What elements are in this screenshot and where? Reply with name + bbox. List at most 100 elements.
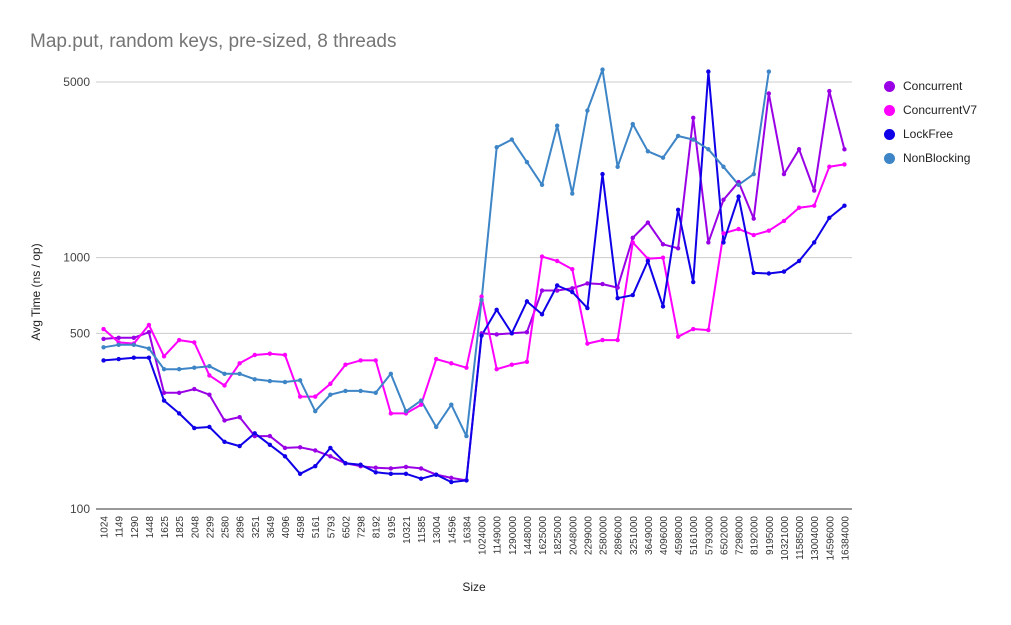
data-point-nonblocking xyxy=(645,149,651,154)
data-point-concurrentv7 xyxy=(509,362,514,367)
data-point-lockfree xyxy=(418,476,424,481)
data-point-concurrentv7 xyxy=(796,205,802,210)
x-tick-label: 2580 xyxy=(221,516,232,539)
data-point-lockfree xyxy=(600,171,605,177)
data-point-lockfree xyxy=(222,439,227,445)
data-point-nonblocking xyxy=(585,108,590,113)
data-point-lockfree xyxy=(464,478,469,483)
data-point-nonblocking xyxy=(176,366,182,372)
data-point-concurrentv7 xyxy=(660,255,666,260)
data-point-nonblocking xyxy=(479,297,484,302)
data-point-concurrentv7 xyxy=(449,361,454,366)
x-tick-label: 1149000 xyxy=(493,516,504,555)
data-point-concurrent xyxy=(237,414,242,420)
x-tick-label: 1290 xyxy=(130,516,141,539)
data-point-nonblocking xyxy=(706,147,711,152)
x-tick-label: 6502000 xyxy=(719,516,730,555)
data-point-concurrentv7 xyxy=(282,352,288,358)
data-point-lockfree xyxy=(403,471,409,477)
data-point-lockfree xyxy=(524,299,530,304)
x-tick-label: 2299000 xyxy=(583,516,594,555)
data-point-nonblocking xyxy=(116,342,121,348)
data-point-concurrent xyxy=(660,242,666,247)
x-tick-label: 13004000 xyxy=(810,516,821,561)
data-point-nonblocking xyxy=(736,182,741,187)
x-tick-label: 4598 xyxy=(296,516,307,539)
x-tick-label: 13004 xyxy=(432,516,443,544)
data-point-lockfree xyxy=(207,424,212,430)
data-point-concurrentv7 xyxy=(297,394,303,399)
data-point-nonblocking xyxy=(721,164,726,169)
x-tick-label: 16384 xyxy=(462,516,473,544)
data-point-concurrentv7 xyxy=(721,231,726,236)
data-point-nonblocking xyxy=(313,408,318,414)
data-point-concurrent xyxy=(630,235,635,240)
data-point-lockfree xyxy=(373,470,378,475)
data-point-concurrent xyxy=(812,188,817,193)
data-point-nonblocking xyxy=(539,182,545,187)
data-point-lockfree xyxy=(161,398,167,403)
data-point-nonblocking xyxy=(615,164,620,169)
x-tick-label: 4096 xyxy=(281,516,292,539)
data-point-lockfree xyxy=(176,411,182,416)
data-point-concurrent xyxy=(691,115,696,121)
data-point-concurrent xyxy=(494,332,499,337)
data-point-lockfree xyxy=(570,289,575,295)
data-point-lockfree xyxy=(146,355,152,360)
data-point-lockfree xyxy=(660,304,666,309)
data-point-concurrent xyxy=(827,88,832,94)
data-point-concurrent xyxy=(161,390,167,395)
data-point-nonblocking xyxy=(403,408,409,414)
data-point-concurrentv7 xyxy=(358,358,363,363)
x-tick-label: 2299 xyxy=(205,516,216,539)
data-point-concurrent xyxy=(297,445,303,450)
data-point-concurrent xyxy=(207,392,212,397)
data-point-concurrentv7 xyxy=(600,337,605,343)
data-point-concurrent xyxy=(388,466,394,471)
x-tick-label: 2580000 xyxy=(599,516,610,555)
legend-item-concurrentv7: ConcurrentV7 xyxy=(884,98,977,122)
legend-swatch xyxy=(884,152,895,164)
data-point-lockfree xyxy=(766,271,772,276)
x-tick-label: 5161000 xyxy=(689,516,700,555)
x-tick-label: 10321 xyxy=(402,516,413,544)
data-point-nonblocking xyxy=(434,424,439,430)
data-point-lockfree xyxy=(706,69,711,74)
x-tick-label: 3251 xyxy=(251,516,262,539)
data-point-concurrent xyxy=(842,147,847,152)
x-tick-label: 1825000 xyxy=(553,516,564,555)
legend-item-lockfree: LockFree xyxy=(884,122,977,146)
data-point-concurrentv7 xyxy=(313,394,318,399)
x-tick-label: 2896 xyxy=(236,516,247,539)
legend-swatch xyxy=(884,80,895,92)
data-point-concurrentv7 xyxy=(479,294,484,299)
data-point-nonblocking xyxy=(101,345,106,350)
data-point-concurrentv7 xyxy=(585,341,590,346)
x-axis-label: Size xyxy=(462,580,486,594)
data-point-concurrentv7 xyxy=(554,258,560,264)
legend-swatch xyxy=(884,104,895,116)
series-line-lockfree xyxy=(103,70,846,484)
data-point-nonblocking xyxy=(464,433,469,439)
data-point-concurrent xyxy=(570,286,575,291)
data-point-concurrentv7 xyxy=(222,383,227,388)
data-point-concurrentv7 xyxy=(418,402,424,407)
x-tick-label: 2048 xyxy=(190,516,201,539)
x-tick-label: 10321000 xyxy=(780,516,791,561)
series-lines xyxy=(102,68,846,484)
data-point-lockfree xyxy=(297,471,303,477)
data-point-nonblocking xyxy=(600,67,605,72)
data-point-concurrent xyxy=(313,448,318,453)
data-point-lockfree xyxy=(812,240,817,245)
data-point-concurrentv7 xyxy=(842,162,847,167)
data-point-concurrent xyxy=(267,433,273,439)
data-point-lockfree xyxy=(554,283,560,288)
legend-label: ConcurrentV7 xyxy=(903,103,978,117)
data-point-lockfree xyxy=(237,443,242,449)
y-tick-labels: 100 500 1000 5000 xyxy=(63,75,90,516)
data-point-lockfree xyxy=(842,203,847,208)
data-point-lockfree xyxy=(116,356,121,362)
x-tick-label: 9195000 xyxy=(765,516,776,555)
x-tick-label: 5793 xyxy=(326,516,337,539)
